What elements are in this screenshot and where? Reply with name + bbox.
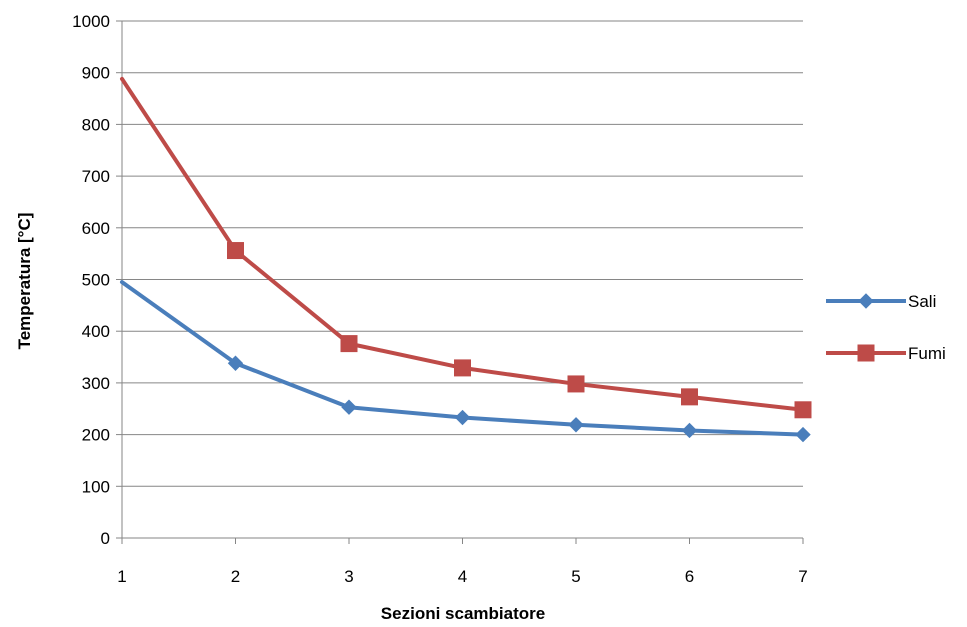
y-tick-label-700: 700 [82, 167, 110, 186]
y-tick-label-0: 0 [101, 529, 110, 548]
y-tick-label-1000: 1000 [72, 12, 110, 31]
x-tick-label-3: 3 [344, 567, 353, 586]
y-tick-label-400: 400 [82, 322, 110, 341]
data-point-sali-7 [795, 426, 811, 443]
legend-item-sali: Sali [826, 292, 936, 311]
axes [116, 20, 804, 544]
data-point-fumi-7 [794, 401, 812, 419]
x-tick-label-5: 5 [571, 567, 580, 586]
data-point-fumi-4 [454, 359, 471, 377]
x-tick-label-7: 7 [798, 567, 807, 586]
tick-labels: 0 100 200 300 400 500 600 700 800 900 1000 1 2 3 4 5 6 7 [72, 12, 808, 586]
data-point-sali-3 [341, 399, 357, 415]
data-point-fumi-5 [567, 375, 585, 393]
x-tick-label-6: 6 [685, 567, 694, 586]
legend-item-fumi: Fumi [826, 344, 946, 363]
y-axis-title: Temperatura [°C] [15, 213, 34, 350]
data-point-fumi-2 [227, 242, 244, 260]
x-tick-label-4: 4 [458, 567, 467, 586]
gridlines [122, 20, 803, 487]
data-point-sali-6 [681, 422, 698, 439]
data-point-sali-2 [227, 355, 244, 371]
y-tick-label-600: 600 [82, 219, 110, 238]
legend-label-fumi: Fumi [908, 344, 946, 363]
data-point-fumi-3 [340, 335, 358, 353]
y-tick-label-500: 500 [82, 271, 110, 290]
y-tick-label-800: 800 [82, 115, 110, 134]
x-tick-label-2: 2 [231, 567, 240, 586]
data-point-fumi-6 [681, 388, 698, 406]
series-plot [120, 76, 812, 443]
series-fumi [120, 76, 812, 419]
legend: Sali Fumi [826, 292, 946, 363]
data-point-sali-4 [454, 409, 471, 426]
series-sali [120, 280, 811, 443]
legend-marker-sali [858, 293, 874, 309]
x-axis-title: Sezioni scambiatore [381, 604, 545, 623]
x-tick-label-1: 1 [117, 567, 126, 586]
y-tick-label-200: 200 [82, 426, 110, 445]
y-tick-label-300: 300 [82, 374, 110, 393]
legend-marker-fumi [857, 344, 875, 362]
data-point-sali-5 [568, 417, 584, 433]
y-tick-label-100: 100 [82, 477, 110, 496]
legend-label-sali: Sali [908, 292, 936, 311]
y-tick-label-900: 900 [82, 64, 110, 83]
